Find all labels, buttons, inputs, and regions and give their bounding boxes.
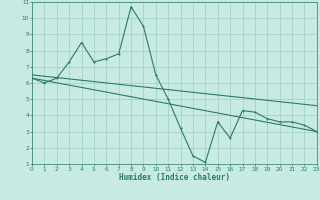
X-axis label: Humidex (Indice chaleur): Humidex (Indice chaleur) [119,173,230,182]
